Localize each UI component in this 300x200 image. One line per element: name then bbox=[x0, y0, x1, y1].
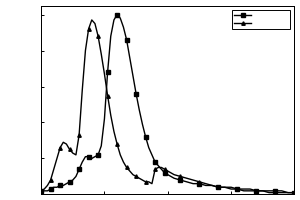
Ir-6 bbox=[109, 114, 112, 116]
Line: Ir-5: Ir-5 bbox=[39, 13, 296, 194]
Ir-5 bbox=[292, 191, 296, 194]
Ir-6 bbox=[248, 190, 252, 192]
Ir-5 bbox=[115, 13, 119, 16]
Ir-5 bbox=[39, 190, 43, 192]
Ir-6 bbox=[292, 191, 296, 194]
Line: Ir-6: Ir-6 bbox=[39, 18, 296, 194]
Ir-6 bbox=[77, 134, 81, 136]
Ir-5 bbox=[286, 191, 290, 194]
Ir-5 bbox=[84, 155, 87, 158]
Ir-6 bbox=[267, 191, 271, 194]
Legend: Ir-5, Ir-6: Ir-5, Ir-6 bbox=[232, 10, 290, 29]
Ir-6 bbox=[84, 49, 87, 52]
Ir-6 bbox=[144, 181, 147, 183]
Ir-5 bbox=[157, 164, 160, 167]
Ir-5 bbox=[77, 168, 81, 170]
Ir-6 bbox=[90, 19, 94, 21]
Ir-5 bbox=[248, 188, 252, 190]
Ir-6 bbox=[39, 190, 43, 192]
Ir-5 bbox=[144, 136, 147, 138]
Ir-5 bbox=[106, 71, 110, 73]
Ir-6 bbox=[157, 166, 160, 169]
